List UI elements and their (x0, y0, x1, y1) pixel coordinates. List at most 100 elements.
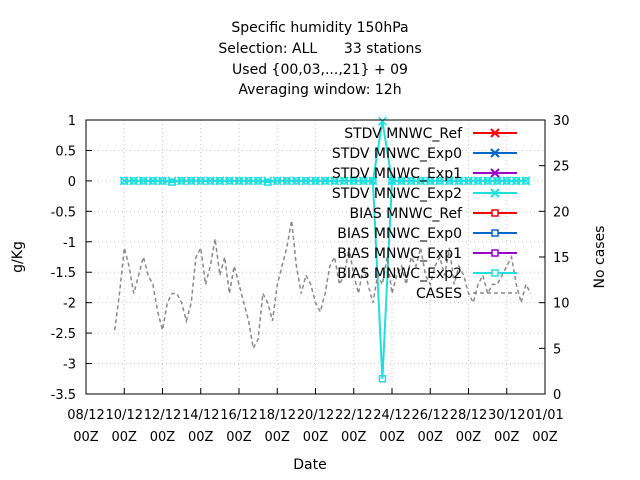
y2-tick-label: 30 (553, 114, 570, 129)
x-tick-label-hour: 00Z (112, 430, 138, 445)
data-point-square (321, 177, 329, 185)
y-tick-label: 1 (68, 114, 76, 129)
data-point-square (474, 177, 482, 185)
y2-axis-label: No cases (592, 226, 608, 289)
data-point-square (168, 178, 176, 186)
legend-label: BIAS MNWC_Exp2 (337, 266, 462, 282)
x-tick-label-hour: 00Z (456, 430, 482, 445)
data-point-square (283, 177, 291, 185)
y-tick-label: 0.5 (55, 144, 76, 159)
y-tick-label: -0.5 (51, 205, 76, 220)
y-tick-label: 0 (68, 175, 76, 190)
x-tick-label-hour: 00Z (379, 430, 405, 445)
x-tick-label-hour: 00Z (418, 430, 444, 445)
data-point-square (350, 177, 358, 185)
x-tick-label-date: 22/12 (335, 408, 372, 423)
data-point-square (522, 177, 530, 185)
legend-marker-cross (490, 188, 500, 198)
data-point-square (273, 177, 281, 185)
x-tick-label-date: 12/12 (144, 408, 181, 423)
data-point-square (158, 177, 167, 185)
data-point-square (225, 177, 234, 185)
legend-marker-square (491, 209, 499, 217)
x-tick-label-hour: 00Z (150, 430, 176, 445)
data-point-cross (377, 116, 387, 126)
x-tick-label-date: 01/01 (526, 408, 563, 423)
legend: STDV MNWC_Ref STDV MNWC_Exp0 STDV MNWC_Exp… (332, 126, 517, 302)
data-point-square (512, 177, 521, 185)
x-tick-label-hour: 00Z (341, 430, 367, 445)
legend-label: BIAS MNWC_Exp0 (337, 226, 462, 242)
legend-label: STDV MNWC_Ref (344, 126, 463, 142)
data-point-square (139, 177, 148, 185)
data-point-square (397, 177, 406, 185)
x-tick-label-hour: 00Z (188, 430, 214, 445)
x-axis-label: Date (293, 457, 326, 473)
data-point-square (445, 177, 454, 185)
y-tick-label: -1.5 (51, 266, 76, 281)
x-tick-label-hour: 00Z (226, 430, 252, 445)
x-tick-label-date: 08/12 (67, 408, 104, 423)
y-tick-label: -2.5 (51, 327, 76, 342)
data-point-square (235, 177, 243, 185)
x-tick-label-date: 10/12 (106, 408, 143, 423)
data-point-square (244, 177, 253, 185)
chart-title-line-4: Averaging window: 12h (238, 82, 402, 98)
x-tick-label-date: 28/12 (450, 408, 487, 423)
data-point-square (416, 177, 425, 185)
y2-tick-label: 10 (553, 297, 570, 312)
data-point-square (311, 177, 320, 185)
legend-marker-cross (490, 168, 500, 178)
data-point-square (483, 177, 492, 185)
data-point-square (407, 177, 415, 185)
data-point-square (254, 177, 262, 185)
data-point-square (197, 177, 205, 185)
legend-marker-square (491, 249, 499, 257)
series-line-stdv-mnwc_exp2 (124, 121, 526, 182)
data-point-square (330, 177, 339, 185)
data-point-square (426, 177, 434, 185)
x-tick-label-date: 18/12 (259, 408, 296, 423)
chart-title-line-1: Specific humidity 150hPa (231, 20, 409, 36)
data-point-square (388, 177, 396, 185)
chart-title-line-2: Selection: ALL 33 stations (218, 41, 422, 57)
data-point-square (130, 177, 138, 185)
data-point-square (359, 177, 368, 185)
legend-marker-square (491, 269, 499, 277)
data-point-square (292, 177, 301, 185)
data-point-square (493, 177, 501, 185)
data-point-square (455, 177, 463, 185)
data-point-square (216, 177, 224, 185)
legend-label: BIAS MNWC_Exp1 (337, 246, 462, 262)
x-tick-label-date: 14/12 (182, 408, 219, 423)
data-point-square (187, 177, 195, 185)
x-tick-label-hour: 00Z (265, 430, 291, 445)
y2-tick-label: 20 (553, 205, 570, 220)
legend-label: STDV MNWC_Exp1 (332, 166, 462, 182)
legend-label: BIAS MNWC_Ref (350, 206, 464, 222)
series-layer (113, 116, 532, 383)
y2-tick-label: 25 (553, 160, 570, 175)
chart-title-line-3: Used {00,03,...,21} + 09 (232, 62, 408, 78)
data-point-square (263, 178, 272, 186)
y-tick-label: -2 (63, 297, 76, 312)
data-point-square (436, 177, 444, 185)
grid (85, 119, 546, 395)
series-line-bias-mnwc_exp2 (124, 179, 526, 379)
x-tick-label-hour: 00Z (532, 430, 558, 445)
legend-marker-cross (490, 128, 500, 138)
data-point-square (464, 177, 473, 185)
y-tick-label: -3 (63, 358, 76, 373)
data-point-square (149, 177, 157, 185)
x-tick-label-date: 16/12 (220, 408, 257, 423)
y-tick-label: -3.5 (51, 388, 76, 403)
data-point-square (206, 177, 215, 185)
y-axis-label: g/Kg (10, 241, 26, 273)
x-tick-label-date: 24/12 (373, 408, 410, 423)
data-point-square (369, 177, 377, 185)
legend-label: CASES (416, 286, 462, 302)
data-point-square (120, 177, 128, 185)
data-point-square (378, 375, 387, 383)
y2-tick-label: 0 (553, 388, 561, 403)
